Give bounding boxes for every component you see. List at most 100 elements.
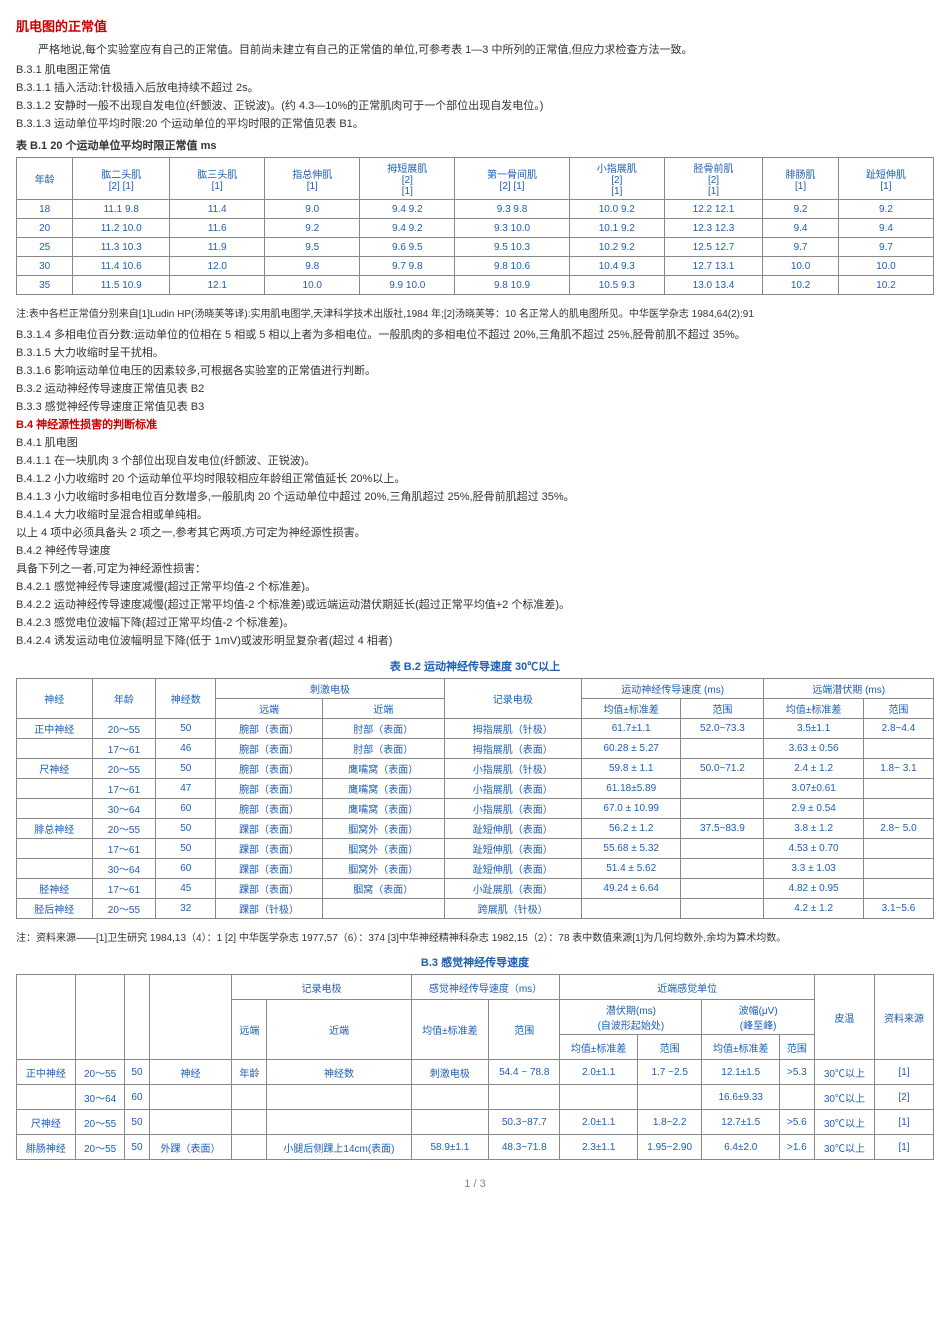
table2-cell: [863, 859, 933, 879]
table3-cell: [149, 1085, 232, 1110]
table2-cell: 17～61: [92, 739, 156, 759]
table2-cell: 尺神经: [17, 759, 93, 779]
table1-cell: 9.2: [265, 219, 360, 238]
table2-cell: 4.2 ± 1.2: [764, 899, 863, 919]
table3-cell: [489, 1085, 560, 1110]
section-b4-title: B.4 神经源性损害的判断标准: [16, 416, 934, 432]
table3-cell: >1.6: [779, 1135, 814, 1160]
table2-cell: 踝部（针极）: [216, 899, 322, 919]
table1-caption: 表 B.1 20 个运动单位平均时限正常值 ms: [16, 137, 934, 153]
table3-cell: [779, 1085, 814, 1110]
text-line: B.4.2.1 感觉神经传导速度减慢(超过正常平均值-2 个标准差)。: [16, 578, 934, 594]
table3-cell: [637, 1085, 702, 1110]
table1-header: 趾短伸肌[1]: [838, 158, 933, 200]
table3-cell: [267, 1110, 411, 1135]
table2-cell: 小指展肌（表面）: [444, 779, 581, 799]
text-line: B.4.1.2 小力收缩时 20 个运动单位平均时限较相应年龄组正常值延长 20…: [16, 470, 934, 486]
table3-cell: 30℃以上: [814, 1060, 874, 1085]
table2-cell: 46: [156, 739, 216, 759]
table3-cell: 年龄: [232, 1060, 267, 1085]
table2-cell: 50: [156, 819, 216, 839]
table2-note: 注：资料来源——[1]卫生研究 1984,13（4）：1 [2] 中华医学杂志 …: [16, 929, 934, 944]
table2-cell: 50: [156, 839, 216, 859]
table2-cell: 30～64: [92, 799, 156, 819]
text-line: B.3.1.6 影响运动单位电压的因素较多,可根据各实验室的正常值进行判断。: [16, 362, 934, 378]
table3-cell: 12.1±1.5: [702, 1060, 779, 1085]
table2-cell: 腕部（表面）: [216, 719, 322, 739]
table2-cell: 20～55: [92, 899, 156, 919]
table-b2: 神经 年龄 神经数 刺激电极 记录电极 运动神经传导速度 (ms) 远端潜伏期 …: [16, 678, 934, 919]
table2-cell: 腓总神经: [17, 819, 93, 839]
table3-cell: 30℃以上: [814, 1135, 874, 1160]
text-line: B.4.2.2 运动神经传导速度减慢(超过正常平均值-2 个标准差)或远端运动潜…: [16, 596, 934, 612]
table3-cell: 2.0±1.1: [560, 1110, 637, 1135]
table1-cell: 12.0: [170, 257, 265, 276]
table1-header: 拇短展肌[2][1]: [360, 158, 455, 200]
table2-cell: [17, 739, 93, 759]
table2-cell: 50: [156, 719, 216, 739]
table3-caption: B.3 感觉神经传导速度: [16, 954, 934, 970]
table2-cell: 腘窝外（表面）: [322, 859, 444, 879]
table3-cell: [2]: [875, 1085, 934, 1110]
text-line: B.4.2 神经传导速度: [16, 542, 934, 558]
table1-header: 第一骨间肌[2] [1]: [455, 158, 569, 200]
table3-cell: [17, 1085, 76, 1110]
table1-cell: 11.5 10.9: [73, 276, 170, 295]
table1-header: 肱三头肌[1]: [170, 158, 265, 200]
table2-cell: [581, 899, 681, 919]
table2-cell: 2.8~4.4: [863, 719, 933, 739]
table3-cell: [267, 1085, 411, 1110]
table3-cell: [411, 1085, 488, 1110]
table1-cell: 11.2 10.0: [73, 219, 170, 238]
table1-cell: 12.2 12.1: [664, 200, 762, 219]
table3-cell: 60: [125, 1085, 149, 1110]
table3-cell: 16.6±9.33: [702, 1085, 779, 1110]
table2-caption: 表 B.2 运动神经传导速度 30℃以上: [16, 658, 934, 674]
table1-cell: 10.2 9.2: [569, 238, 664, 257]
table3-cell: [560, 1085, 637, 1110]
table1-cell: 9.3 9.8: [455, 200, 569, 219]
table1-cell: 12.1: [170, 276, 265, 295]
table1-cell: 9.4 9.2: [360, 200, 455, 219]
table2-cell: 3.3 ± 1.03: [764, 859, 863, 879]
table1-cell: 30: [17, 257, 73, 276]
table1-cell: 12.5 12.7: [664, 238, 762, 257]
table2-cell: 51.4 ± 5.62: [581, 859, 681, 879]
table2-cell: 鹰嘴窝（表面）: [322, 799, 444, 819]
table2-cell: [681, 799, 764, 819]
table2-cell: 小指展肌（表面）: [444, 799, 581, 819]
table2-cell: 4.53 ± 0.70: [764, 839, 863, 859]
table1-cell: 10.4 9.3: [569, 257, 664, 276]
table2-cell: 3.07±0.61: [764, 779, 863, 799]
table2-cell: 腘窝外（表面）: [322, 839, 444, 859]
table2-cell: [681, 739, 764, 759]
table2-cell: 4.82 ± 0.95: [764, 879, 863, 899]
table2-cell: 小指展肌（针极）: [444, 759, 581, 779]
table1-cell: 11.4: [170, 200, 265, 219]
text-line: B.4.2.3 感觉电位波幅下降(超过正常平均值-2 个标准差)。: [16, 614, 934, 630]
table2-cell: 腕部（表面）: [216, 799, 322, 819]
table2-cell: 踝部（表面）: [216, 879, 322, 899]
table3-cell: 2.0±1.1: [560, 1060, 637, 1085]
table2-cell: 腘窝外（表面）: [322, 819, 444, 839]
table1-cell: 12.7 13.1: [664, 257, 762, 276]
table2-cell: [681, 879, 764, 899]
table1-header: 腓肠肌[1]: [763, 158, 839, 200]
table1-cell: 25: [17, 238, 73, 257]
table1-cell: 11.4 10.6: [73, 257, 170, 276]
table2-cell: 20～55: [92, 759, 156, 779]
table3-cell: 20～55: [75, 1060, 125, 1085]
table2-cell: 37.5~83.9: [681, 819, 764, 839]
table1-header: 年龄: [17, 158, 73, 200]
table3-cell: 1.7 ~2.5: [637, 1060, 702, 1085]
table3-cell: 48.3~71.8: [489, 1135, 560, 1160]
table2-cell: 20～55: [92, 719, 156, 739]
table2-cell: 鹰嘴窝（表面）: [322, 759, 444, 779]
table3-cell: 20～55: [75, 1110, 125, 1135]
table2-cell: 2.8~ 5.0: [863, 819, 933, 839]
table3-cell: 刺激电极: [411, 1060, 488, 1085]
table2-cell: 17～61: [92, 879, 156, 899]
table1-cell: 10.0: [763, 257, 839, 276]
table3-cell: 尺神经: [17, 1110, 76, 1135]
table2-cell: 肘部（表面）: [322, 739, 444, 759]
